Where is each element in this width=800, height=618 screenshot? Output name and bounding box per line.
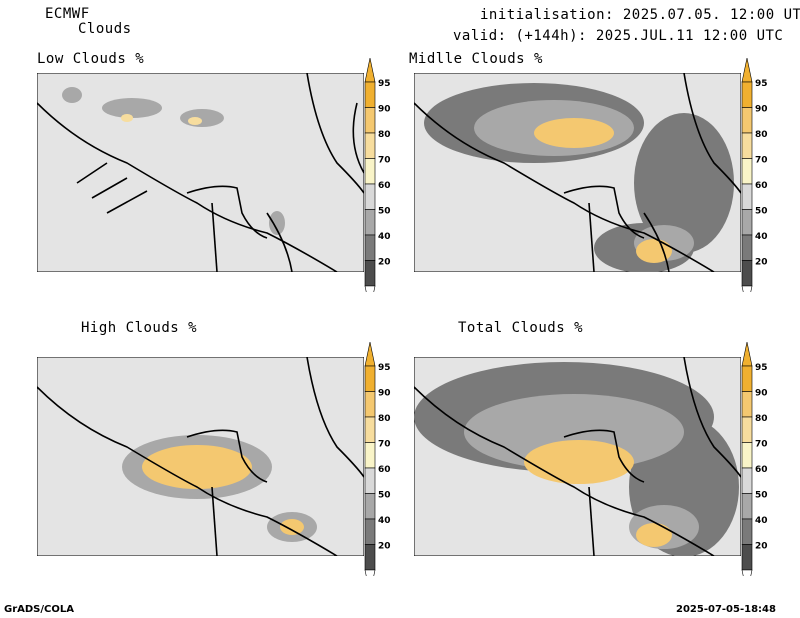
colorbar-segment [364,365,376,392]
colorbar-segment [364,260,376,287]
colorbar-segment [364,132,376,159]
colorbar-tick-label: 95 [755,79,768,89]
colorbar-tick-label: 70 [755,440,768,450]
colorbar-segment [364,81,376,108]
colorbar-tick-label: 40 [378,516,391,526]
colorbar-segment [741,493,753,520]
colorbar-tick-label: 90 [378,105,391,115]
colorbar-segment [364,416,376,443]
colorbar-segment [741,365,753,392]
colorbar-segment [741,158,753,185]
colorbar-tick-label: 80 [755,130,768,140]
colorbar-low: 95 90 80 70 60 50 40 20 [364,58,391,292]
colorbar-tick-label: 95 [755,363,768,373]
colorbar-tick-label: 20 [755,258,768,268]
colorbar-segment [741,132,753,159]
colorbar-segment [364,493,376,520]
panel-title-middle: Midlle Clouds % [409,51,543,67]
map-panel-low [37,73,364,272]
colorbar-tick-label: 80 [378,130,391,140]
initialisation-time: initialisation: 2025.07.05. 12:00 UTC [480,7,800,23]
colorbar-segment [364,158,376,185]
colorbar-segment [741,183,753,210]
colorbar-tick-label: 20 [755,542,768,552]
colorbar-segment [741,81,753,108]
colorbar-tick-label: 90 [378,389,391,399]
colorbar-tick-label: 80 [378,414,391,424]
colorbar-total: 95 90 80 70 60 50 40 20 [741,342,768,576]
colorbar-segment [741,416,753,443]
colorbar-segment [741,518,753,545]
model-label: ECMWF [45,6,90,22]
colorbar-segment [741,107,753,134]
colorbar-cap-bottom [741,285,753,292]
colorbar-tick-label: 20 [378,542,391,552]
colorbar-cap-bottom [364,569,376,576]
colorbar-high: 95 90 80 70 60 50 40 20 [364,342,391,576]
colorbar-cap-top [364,58,376,83]
map-panel-total [414,357,741,556]
panel-title-low: Low Clouds % [37,51,145,67]
colorbar-segment [741,544,753,571]
colorbar-tick-label: 70 [378,440,391,450]
colorbar-segment [364,518,376,545]
colorbar-tick-label: 40 [755,516,768,526]
colorbar-cap-bottom [741,569,753,576]
colorbar-cap-bottom [364,285,376,292]
footer-software: GrADS/COLA [4,604,74,615]
map-panel-high [37,357,364,556]
map-panel-middle [414,73,741,272]
colorbar-tick-label: 40 [755,232,768,242]
colorbar-tick-label: 90 [755,389,768,399]
colorbar-tick-label: 90 [755,105,768,115]
colorbar-middle: 95 90 80 70 60 50 40 20 [741,58,768,292]
colorbar-segment [741,260,753,287]
valid-time: valid: (+144h): 2025.JUL.11 12:00 UTC [453,28,784,44]
footer-timestamp: 2025-07-05-18:48 [676,604,776,615]
colorbar-cap-top [741,58,753,83]
colorbar-segment [741,234,753,261]
colorbar-tick-label: 95 [378,363,391,373]
colorbar-tick-label: 40 [378,232,391,242]
colorbar-segment [741,442,753,469]
colorbar-cap-top [741,342,753,367]
colorbar-segment [741,391,753,418]
colorbar-segment [364,391,376,418]
panel-title-high: High Clouds % [81,320,198,336]
product-label: Clouds [78,21,132,37]
colorbar-tick-label: 20 [378,258,391,268]
colorbar-tick-label: 50 [378,207,391,217]
colorbar-tick-label: 60 [755,465,768,475]
colorbar-segment [364,467,376,494]
colorbar-tick-label: 70 [755,156,768,166]
colorbar-tick-label: 50 [755,491,768,501]
colorbar-segment [364,234,376,261]
colorbar-tick-label: 80 [755,414,768,424]
colorbar-segment [364,209,376,236]
colorbar-segment [364,107,376,134]
colorbar-tick-label: 50 [378,491,391,501]
colorbar-tick-label: 60 [755,181,768,191]
panel-title-total: Total Clouds % [458,320,584,336]
colorbar-segment [364,544,376,571]
colorbar-tick-label: 60 [378,465,391,475]
colorbar-tick-label: 70 [378,156,391,166]
colorbar-segment [364,183,376,210]
colorbar-tick-label: 95 [378,79,391,89]
colorbar-tick-label: 50 [755,207,768,217]
colorbar-segment [364,442,376,469]
colorbar-segment [741,467,753,494]
colorbar-cap-top [364,342,376,367]
colorbar-tick-label: 60 [378,181,391,191]
colorbar-segment [741,209,753,236]
